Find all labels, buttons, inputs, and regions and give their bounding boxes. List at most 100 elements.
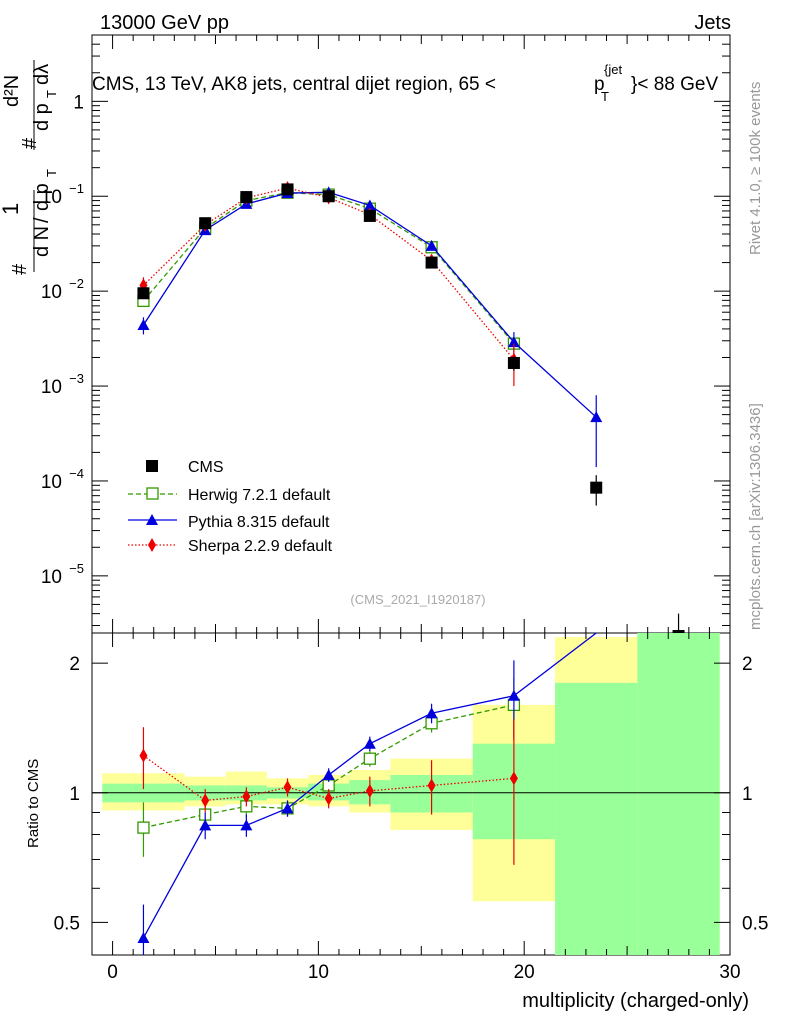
ylabel-dn: d N	[31, 226, 53, 257]
x-tick-label-0: 0	[107, 962, 118, 983]
legend-marker-pythia	[146, 514, 158, 525]
legend: CMS Herwig 7.2.1 default Pythia 8.315 de…	[128, 459, 333, 555]
ratio-point-pythia-0	[137, 931, 150, 943]
ylabel-dp: d p	[31, 183, 53, 211]
main-point-pythia-6	[425, 239, 438, 251]
ratio-point-sherpa-1	[201, 793, 210, 808]
y-tick-label-base-4: 10	[41, 472, 62, 493]
ratio-point-sherpa-2	[242, 789, 251, 804]
ratio-line-herwig	[143, 704, 515, 829]
ratio-point-sherpa-6	[427, 778, 436, 793]
ratio-point-sherpa-3	[283, 780, 292, 795]
title-sub: T	[601, 89, 609, 104]
main-point-cms-2	[240, 191, 253, 204]
analysis-watermark: (CMS_2021_I1920187)	[350, 592, 485, 607]
main-point-pythia-5	[363, 199, 376, 211]
y-tick-label-exp-4: −4	[69, 466, 84, 481]
main-point-cms-1	[199, 217, 212, 230]
ylabel-hash-2: #	[19, 137, 41, 149]
y-tick-label-exp-1: −1	[69, 181, 84, 196]
y-tick-label-exp-2: −2	[69, 276, 84, 291]
main-line-herwig	[142, 192, 515, 345]
main-line-pythia	[142, 191, 597, 418]
ratio-point-sherpa-7	[509, 771, 518, 786]
main-point-pythia-7	[507, 336, 520, 348]
legend-marker-sherpa	[148, 538, 156, 552]
main-point-pythia-8	[590, 411, 603, 423]
legend-label-pythia: Pythia 8.315 default	[188, 514, 330, 531]
legend-marker-cms	[146, 460, 158, 472]
ratio-point-herwig-0	[137, 821, 150, 834]
ylabel-dl: dλ	[31, 64, 53, 85]
legend-label-sherpa: Sherpa 2.2.9 default	[188, 538, 333, 555]
main-point-cms-6	[425, 256, 438, 269]
title-sup: {jet	[604, 62, 622, 77]
ratio-point-pythia-7	[507, 689, 520, 701]
main-point-pythia-0	[137, 318, 150, 330]
legend-label-herwig: Herwig 7.2.1 default	[188, 487, 331, 504]
y-tick-label-exp-5: −5	[69, 561, 84, 576]
ratio-y-tick-label-right-2: 2	[742, 654, 753, 675]
ylabel-slash: /	[31, 217, 53, 223]
ratio-point-pythia-5	[363, 737, 376, 749]
xlabel: multiplicity (charged-only)	[522, 990, 749, 1012]
rivet-label: Rivet 4.1.0, ≥ 100k events	[747, 82, 764, 255]
y-tick-label-exp-3: −3	[69, 371, 84, 386]
ratio-y-tick-label-right-1: 1	[742, 784, 753, 805]
ratio-bands	[102, 633, 720, 955]
ylabel-one: 1	[0, 203, 23, 215]
ylabel-t: T	[44, 169, 59, 177]
legend-label-cms: CMS	[188, 459, 224, 476]
ratio-axes: 0 10 20 30 0.5 0.5 1 1 2 2	[54, 633, 768, 983]
x-tick-label-20: 20	[514, 962, 535, 983]
title-before: CMS, 13 TeV, AK8 jets, central dijet reg…	[92, 74, 496, 95]
main-axes: 1 10 −1 10 −2 10 −3 10 −4 10 −5	[41, 34, 731, 633]
y-tick-label-0: 1	[73, 92, 84, 113]
title-p: p	[594, 74, 605, 95]
legend-marker-herwig	[146, 487, 159, 500]
main-point-cms-4	[322, 190, 335, 203]
ratio-panel-frame	[91, 632, 731, 956]
mcplots-label: mcplots.cern.ch [arXiv:1306.3436]	[747, 403, 764, 630]
main-point-cms-3	[281, 183, 294, 196]
ratio-point-pythia-1	[199, 819, 212, 831]
ratio-y-tick-label-left-1: 1	[69, 784, 80, 805]
ratio-point-sherpa-0	[139, 748, 148, 763]
main-point-cms-5	[363, 209, 376, 222]
ratio-point-pythia-3	[281, 802, 294, 814]
ratio-y-tick-label-left-2: 2	[69, 654, 80, 675]
main-series	[137, 181, 685, 633]
energy-label: 13000 GeV pp	[100, 12, 229, 34]
ylabel-d2n: d²N	[1, 75, 23, 107]
chart-title: CMS, 13 TeV, AK8 jets, central dijet reg…	[92, 74, 496, 95]
ratio-point-pythia-2	[240, 819, 253, 831]
band-green-8	[555, 682, 638, 955]
ratio-y-tick-label-right-0: 0.5	[742, 913, 768, 934]
main-point-cms-9	[672, 630, 685, 633]
ratio-ylabel: Ratio to CMS	[25, 759, 42, 848]
ylabel-hash-1: #	[9, 263, 31, 275]
band-green-9	[637, 633, 720, 955]
y-tick-label-base-2: 10	[41, 282, 62, 303]
ratio-point-pythia-4	[322, 768, 335, 780]
main-ylabel: # 1 d N / d p T # d²N d p T dλ	[0, 60, 59, 275]
title-after: }< 88 GeV	[631, 74, 718, 95]
ratio-point-herwig-5	[363, 752, 376, 765]
category-label: Jets	[694, 12, 731, 34]
ratio-series	[137, 632, 597, 955]
ratio-point-sherpa-4	[324, 791, 333, 806]
ratio-point-sherpa-5	[365, 783, 374, 798]
y-tick-label-base-3: 10	[41, 377, 62, 398]
main-point-cms-0	[137, 287, 150, 300]
ratio-point-pythia-6	[425, 707, 438, 719]
ylabel-t2: T	[44, 90, 59, 98]
main-point-cms-7	[507, 356, 520, 369]
y-tick-label-base-1: 10	[41, 187, 62, 208]
x-tick-label-10: 10	[308, 962, 329, 983]
ratio-y-tick-label-left-0: 0.5	[54, 913, 80, 934]
y-tick-label-base-5: 10	[41, 567, 62, 588]
main-line-sherpa	[142, 187, 515, 361]
main-point-cms-8	[590, 481, 603, 494]
